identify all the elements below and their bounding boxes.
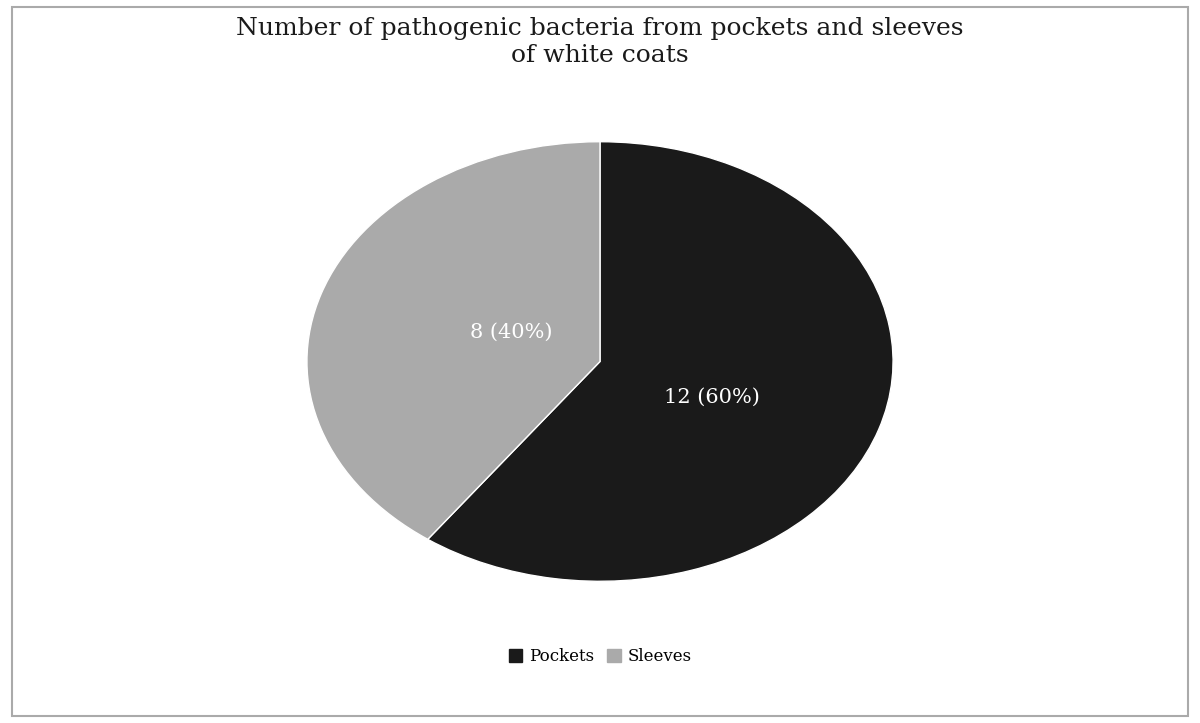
Title: Number of pathogenic bacteria from pockets and sleeves
of white coats: Number of pathogenic bacteria from pocke…	[236, 17, 964, 67]
Text: 8 (40%): 8 (40%)	[469, 323, 552, 342]
Wedge shape	[307, 142, 600, 539]
Wedge shape	[427, 142, 893, 581]
Legend: Pockets, Sleeves: Pockets, Sleeves	[502, 641, 698, 672]
Text: 12 (60%): 12 (60%)	[664, 388, 760, 407]
